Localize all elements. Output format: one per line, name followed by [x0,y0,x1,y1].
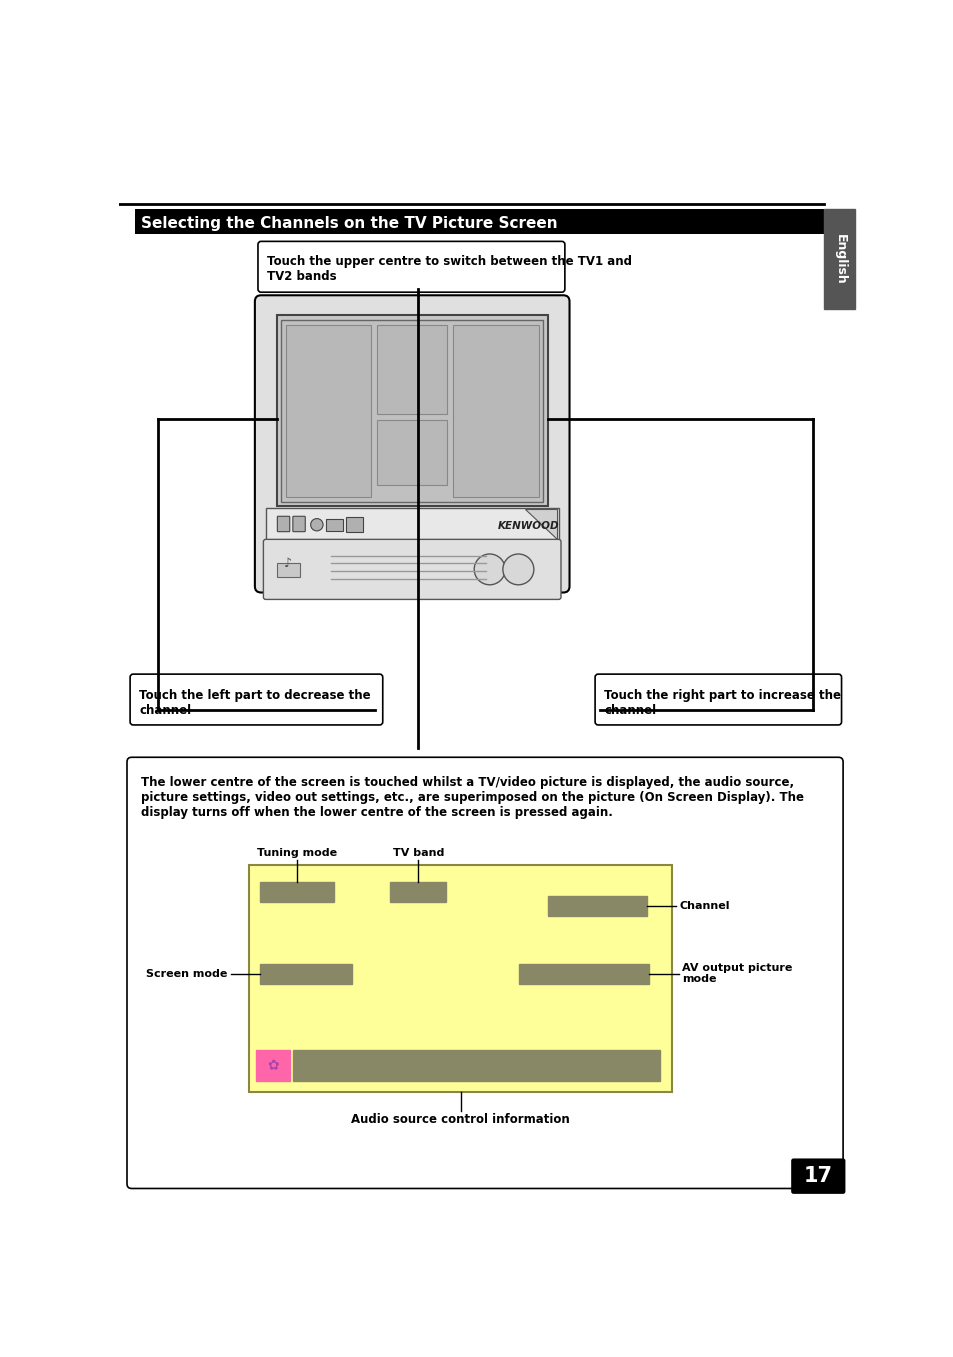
FancyBboxPatch shape [790,1159,844,1194]
Bar [266,508,558,540]
Bar [255,1050,290,1080]
Text: Touch the upper centre to switch between the TV1 and
TV2 bands: Touch the upper centre to switch between… [267,255,632,284]
Text: Channel: Channel [679,901,729,911]
Bar [518,963,649,984]
Text: Audio source control information: Audio source control information [351,1113,569,1126]
Text: 17: 17 [803,1166,832,1186]
Bar [293,1050,659,1080]
FancyBboxPatch shape [254,296,569,593]
Bar [134,209,823,233]
Circle shape [311,518,323,531]
Text: AV output picture
mode: AV output picture mode [681,963,791,984]
FancyBboxPatch shape [130,674,382,725]
Text: KENWOOD: KENWOOD [497,521,558,531]
Bar [377,421,447,486]
Circle shape [502,554,534,585]
Bar [547,896,646,916]
Text: The lower centre of the screen is touched whilst a TV/video picture is displayed: The lower centre of the screen is touche… [141,776,803,818]
Bar [453,324,537,497]
Bar [276,315,547,506]
Text: Tuning mode: Tuning mode [257,848,337,858]
Bar [286,324,371,497]
Text: Touch the left part to decrease the
channel: Touch the left part to decrease the chan… [139,689,371,716]
Text: Touch the right part to increase the
channel: Touch the right part to increase the cha… [604,689,841,716]
FancyBboxPatch shape [595,674,841,725]
FancyBboxPatch shape [257,242,564,292]
Bar [390,882,446,902]
FancyBboxPatch shape [293,516,305,532]
Bar [377,324,447,414]
Text: TV band: TV band [393,848,444,858]
Bar [281,320,542,502]
Bar [260,882,334,902]
Text: ♪: ♪ [284,558,292,570]
Bar [823,209,855,309]
Polygon shape [524,509,557,539]
Text: English: English [833,233,845,285]
Text: ✿: ✿ [267,1058,278,1072]
Bar [326,518,343,531]
Text: Selecting the Channels on the TV Picture Screen: Selecting the Channels on the TV Picture… [141,216,557,231]
Bar [276,563,299,577]
FancyBboxPatch shape [263,539,560,600]
Bar [346,517,363,532]
FancyBboxPatch shape [277,516,290,532]
Bar [249,864,671,1092]
Text: Screen mode: Screen mode [146,969,228,978]
FancyBboxPatch shape [127,757,842,1189]
Bar [260,963,352,984]
Circle shape [474,554,505,585]
